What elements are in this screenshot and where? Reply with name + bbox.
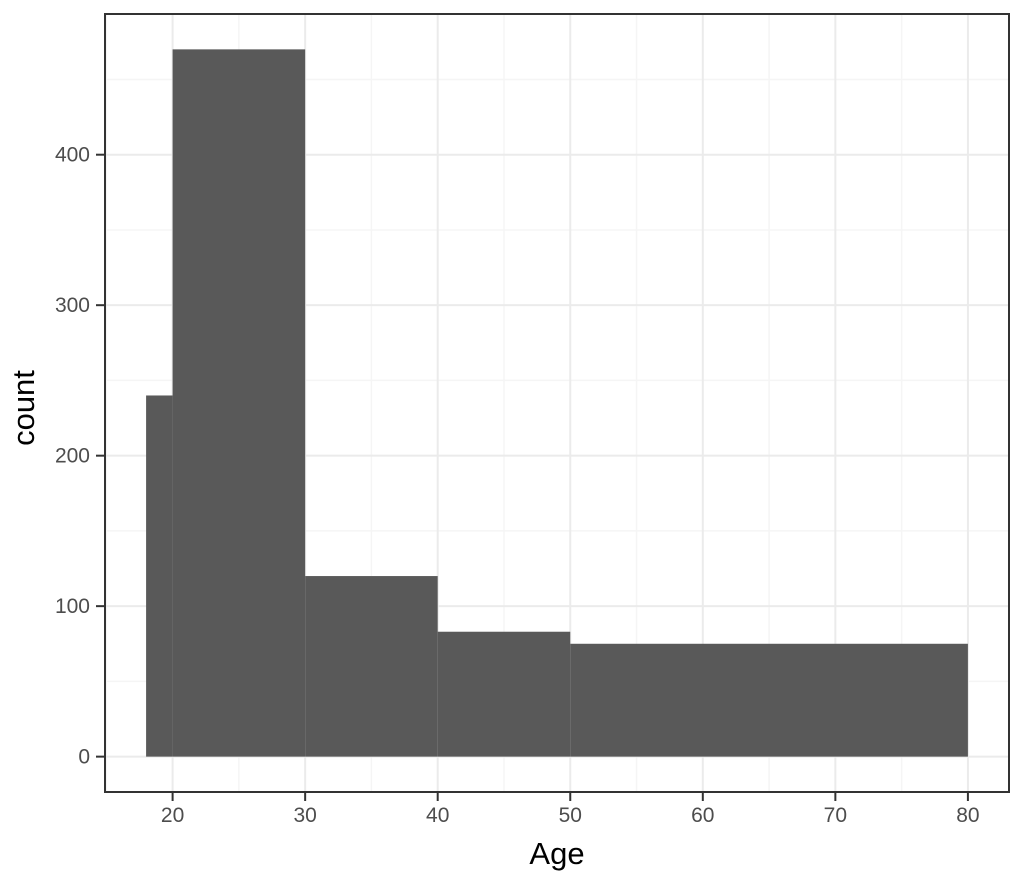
y-tick-label: 400	[55, 144, 90, 167]
histogram-bar	[172, 49, 306, 757]
x-tick-label: 60	[691, 804, 714, 827]
histogram-bars	[146, 49, 968, 757]
x-tick-label: 20	[161, 804, 184, 827]
x-axis-tick-labels: 20 30 40 50 60 70 80	[161, 804, 980, 827]
y-axis-title: count	[6, 370, 41, 446]
histogram-bar	[146, 395, 173, 757]
histogram-bar	[305, 576, 438, 757]
x-axis-ticks	[171, 793, 969, 801]
y-tick-label: 0	[78, 746, 90, 769]
panel-border	[104, 13, 1010, 793]
histogram-bar	[570, 643, 968, 757]
y-axis-ticks	[96, 153, 104, 758]
x-tick-label: 30	[293, 804, 316, 827]
x-tick-label: 40	[426, 804, 449, 827]
x-tick-label: 70	[824, 804, 847, 827]
y-tick-label: 200	[55, 445, 90, 468]
y-tick-label: 300	[55, 294, 90, 317]
x-tick-label: 50	[559, 804, 582, 827]
x-tick-label: 80	[956, 804, 979, 827]
y-tick-label: 100	[55, 595, 90, 618]
y-axis-tick-labels: 0 100 200 300 400	[55, 144, 90, 769]
histogram-bar	[437, 631, 571, 757]
x-axis-title: Age	[529, 836, 584, 871]
